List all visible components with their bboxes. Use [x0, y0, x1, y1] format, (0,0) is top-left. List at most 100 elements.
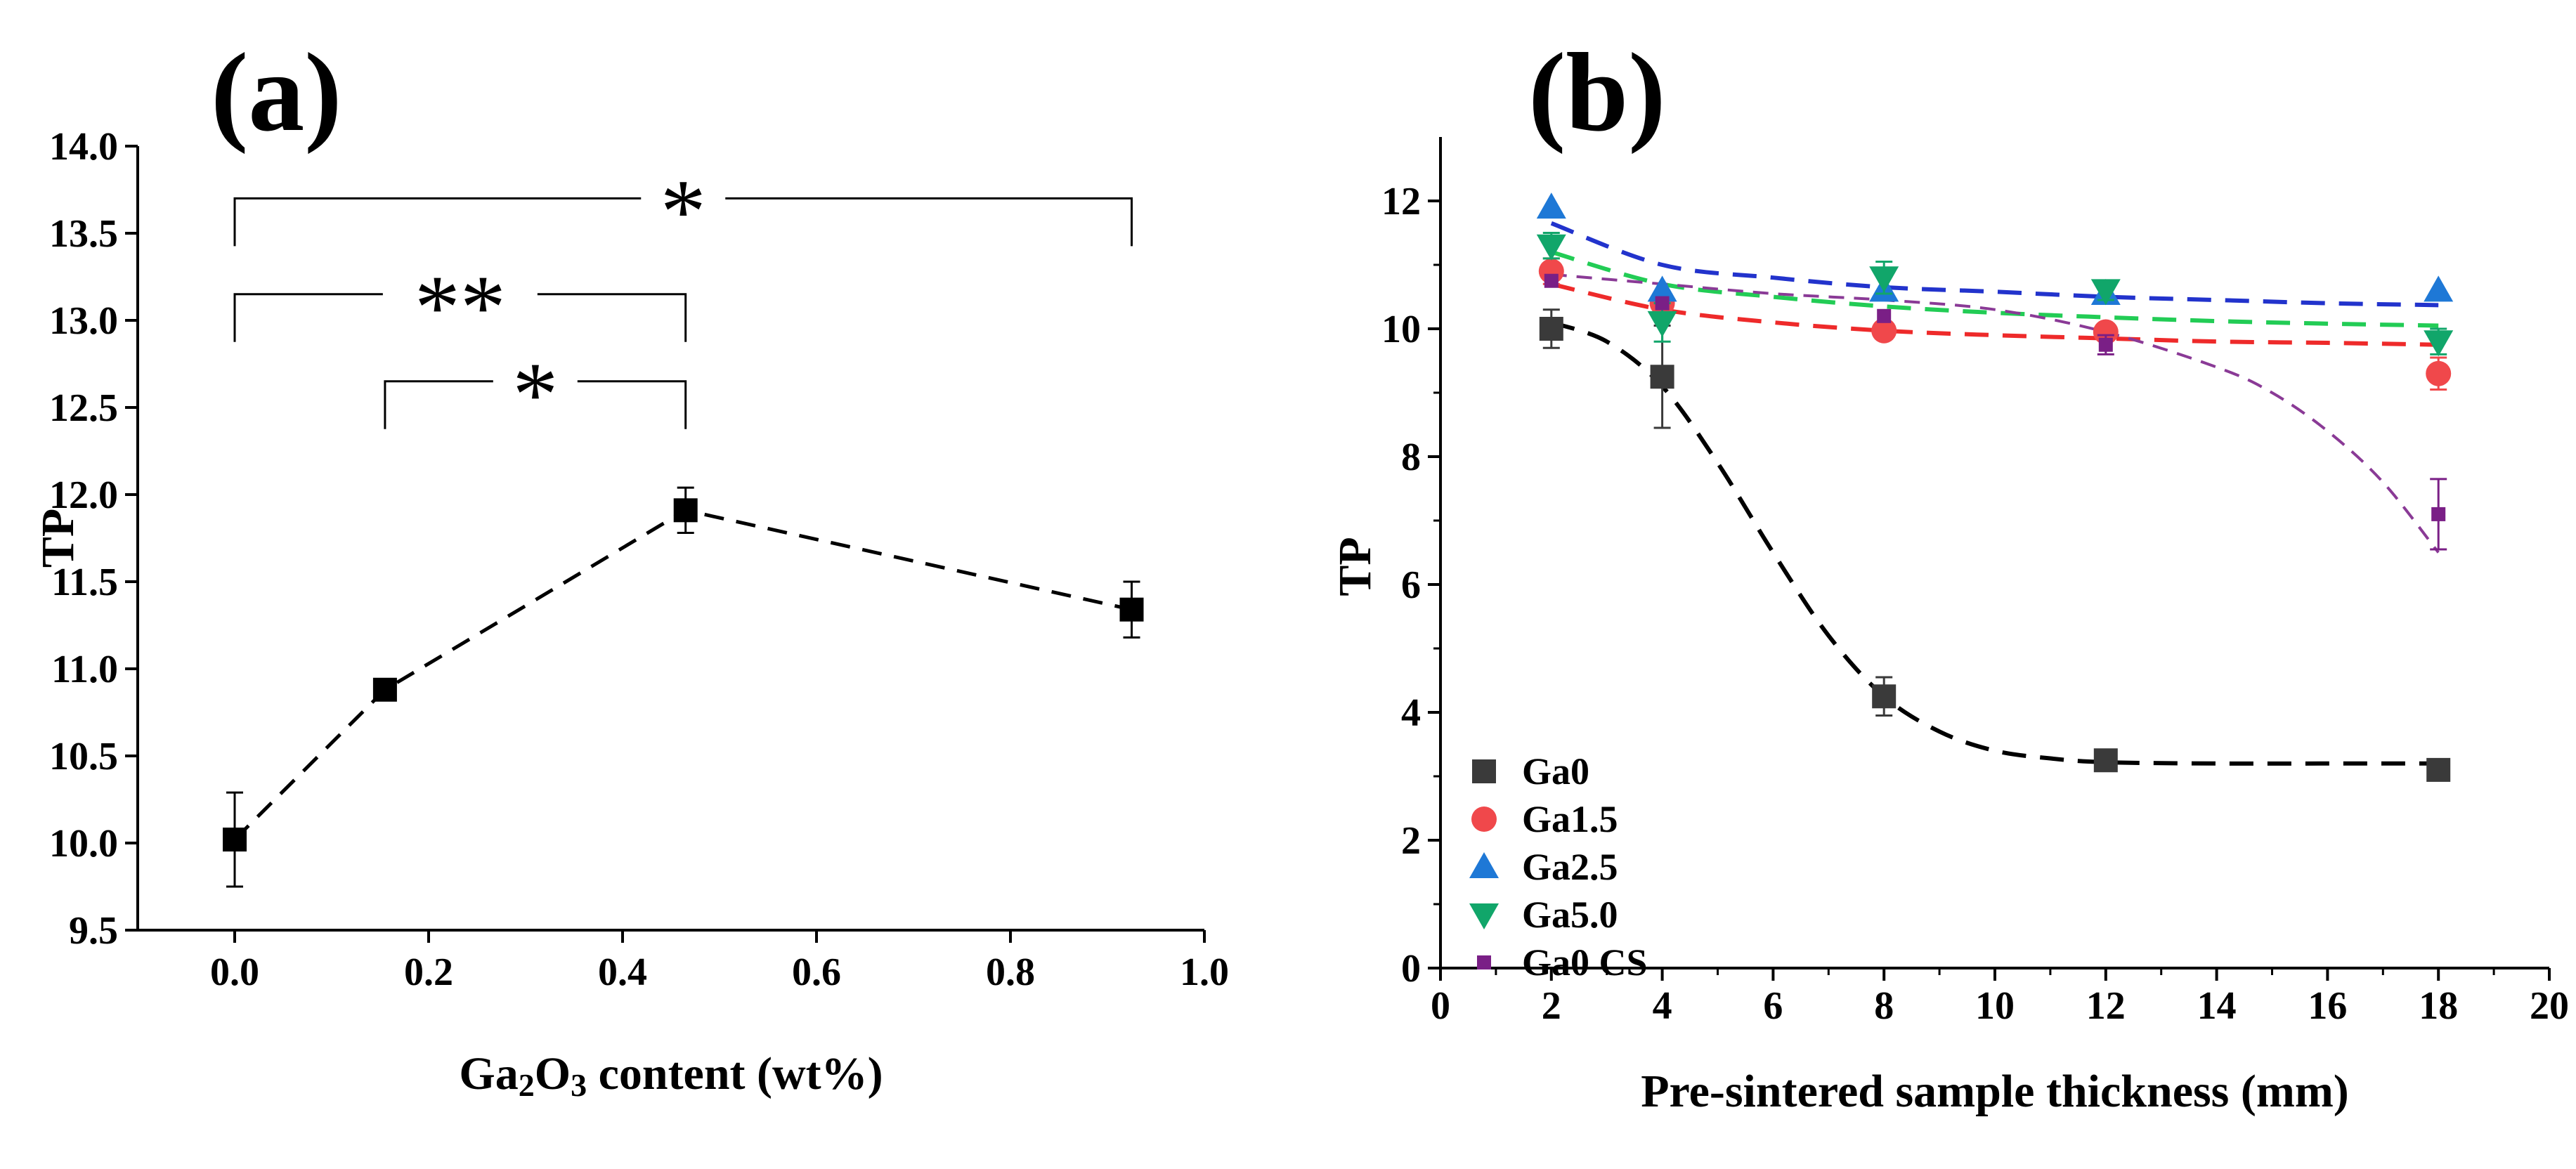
data-point — [1871, 318, 1897, 344]
x-tick-label: 10 — [1975, 984, 2015, 1028]
x-axis-title-part: O — [535, 1048, 571, 1099]
data-point — [1647, 275, 1677, 302]
legend-marker — [1469, 903, 1499, 929]
legend-label: Ga2.5 — [1522, 846, 1618, 888]
x-tick-label: 0.0 — [210, 951, 259, 994]
y-tick-label: 8 — [1401, 436, 1421, 479]
y-tick-label: 14.0 — [49, 125, 118, 169]
significance-label: * — [512, 344, 558, 445]
data-point — [2426, 360, 2452, 386]
y-tick-label: 12 — [1381, 180, 1421, 223]
y-tick-label: 13.0 — [49, 299, 118, 343]
data-point — [1536, 192, 1566, 219]
series-ga0 — [1539, 308, 2451, 782]
data-point — [2093, 748, 2118, 773]
y-tick-label: 13.5 — [49, 212, 118, 256]
x-axis-title-part: 2 — [519, 1067, 535, 1103]
x-tick-label: 1.0 — [1180, 951, 1229, 994]
legend-marker — [1472, 759, 1496, 783]
data-point — [2426, 757, 2451, 782]
x-tick-label: 18 — [2419, 984, 2458, 1028]
x-tick-label: 4 — [1653, 984, 1672, 1028]
series-line — [233, 508, 1133, 841]
series-ga0-cs — [1544, 273, 2447, 551]
x-tick-label: 0.2 — [404, 951, 453, 994]
x-tick-label: 20 — [2530, 984, 2569, 1028]
x-axis-title: Ga2O3 content (wt%) — [459, 1048, 883, 1103]
panel-label-b: (b) — [1528, 30, 1666, 155]
y-tick-label: 2 — [1401, 819, 1421, 863]
x-tick-label: 6 — [1763, 984, 1783, 1028]
data-point — [1539, 317, 1563, 341]
fit-curve-ga1-5 — [1551, 282, 2439, 347]
significance-label: * — [661, 161, 706, 262]
legend: Ga0 Ga1.5 Ga2.5 Ga5.0 Ga0 CS — [1469, 750, 1648, 984]
bracket-left — [233, 293, 383, 342]
x-tick-label: 16 — [2308, 984, 2347, 1028]
x-axis-title: Pre-sintered sample thickness (mm) — [1641, 1066, 2349, 1117]
fit-curve-ga0 — [1550, 320, 2439, 766]
data-point — [223, 828, 247, 852]
x-tick-label: 0.6 — [792, 951, 841, 994]
panel-label-a: (a) — [211, 30, 342, 155]
data-point — [1119, 597, 1144, 622]
data-point — [2431, 507, 2446, 521]
data-point — [2424, 275, 2454, 302]
data-point — [1872, 684, 1897, 709]
panel-b: (b) 0 2 4 6 8 10 12 0 2 4 6 8 10 12 14 16 18 20 TP Pre-sinte… — [1329, 30, 2569, 1117]
y-tick-label: 9.5 — [69, 909, 118, 953]
legend-label: Ga0 — [1522, 750, 1589, 792]
data-point — [1655, 296, 1670, 311]
data-point — [1544, 273, 1559, 288]
data-point — [1877, 308, 1892, 323]
panel-a: (a) 9.5 10.0 10.5 11.0 11.5 12.0 12.5 13.0 13.5 14… — [32, 30, 1229, 1103]
legend-label: Ga1.5 — [1522, 798, 1618, 840]
y-axis-title: TP — [32, 509, 84, 568]
x-axis-title-part: Ga — [459, 1048, 518, 1099]
significance-bracket: * — [233, 161, 1133, 262]
y-tick-label: 12.5 — [49, 386, 118, 430]
bracket-right — [577, 380, 687, 429]
significance-label: ** — [415, 257, 506, 358]
bracket-left — [384, 380, 493, 429]
y-axis-title: TP — [1329, 537, 1381, 596]
y-tick-label: 12.0 — [49, 474, 118, 517]
bracket-left — [233, 197, 642, 247]
x-tick-label: 12 — [2086, 984, 2126, 1028]
legend-marker — [1471, 806, 1497, 832]
bracket-right — [537, 293, 687, 342]
fit-curve-ga0-cs — [1551, 273, 2440, 554]
x-tick-label: 2 — [1542, 984, 1561, 1028]
x-axis-title-part: 3 — [571, 1067, 587, 1103]
legend-label: Ga0 CS — [1522, 941, 1648, 984]
significance-bracket: * — [384, 344, 687, 445]
x-tick-label: 14 — [2197, 984, 2237, 1028]
data-point — [2098, 337, 2113, 352]
x-tick-label: 0 — [1431, 984, 1450, 1028]
y-tick-label: 10.5 — [49, 735, 118, 778]
data-point — [1650, 365, 1674, 389]
data-point — [1536, 234, 1566, 261]
data-point — [372, 677, 397, 702]
y-tick-label: 10.0 — [49, 822, 118, 866]
y-tick-label: 10 — [1381, 308, 1421, 351]
y-tick-label: 11.0 — [51, 648, 118, 691]
y-tick-label: 0 — [1401, 947, 1421, 991]
fit-curve-ga2-5 — [1550, 221, 2439, 308]
x-axis-title-part: content (wt%) — [587, 1048, 883, 1099]
data-point — [1647, 311, 1677, 337]
y-tick-label: 11.5 — [51, 561, 118, 604]
x-tick-label: 0.8 — [986, 951, 1035, 994]
legend-marker — [1477, 955, 1491, 969]
series-ga5-0 — [1536, 232, 2454, 357]
legend-label: Ga5.0 — [1522, 894, 1618, 936]
data-point — [2424, 330, 2454, 357]
y-tick-label: 6 — [1401, 563, 1421, 607]
significance-bracket: ** — [233, 257, 687, 358]
bracket-right — [725, 197, 1133, 247]
y-tick-label: 4 — [1401, 691, 1421, 735]
data-point — [673, 498, 698, 523]
series-ga2-5 — [1536, 192, 2454, 305]
data-point — [2090, 279, 2121, 306]
